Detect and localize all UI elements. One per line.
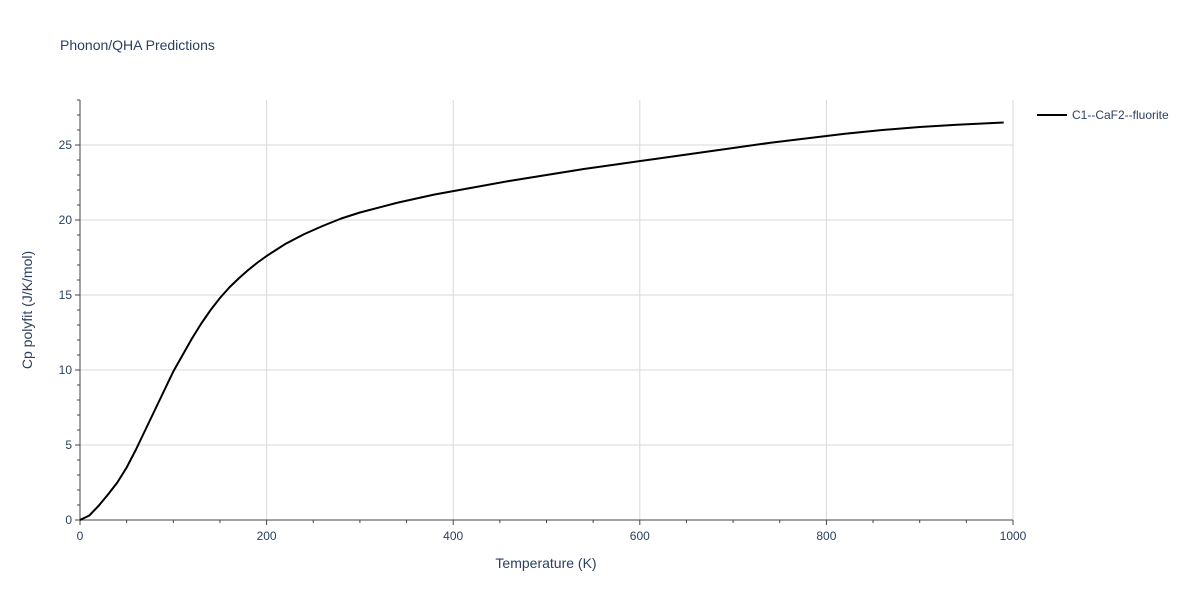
x-tick-label: 600 (630, 529, 650, 543)
chart-title: Phonon/QHA Predictions (60, 37, 215, 53)
y-tick-label: 15 (59, 288, 73, 302)
axes-layer (79, 100, 1013, 521)
y-tick-label: 25 (59, 138, 73, 152)
ticks-layer: 0 200 400 600 800 1000 0 5 10 15 20 25 (59, 99, 1027, 543)
x-tick-label: 800 (816, 529, 836, 543)
y-tick-label: 0 (65, 513, 72, 527)
legend-label: C1--CaF2--fluorite (1072, 108, 1169, 122)
y-tick-label: 5 (65, 438, 72, 452)
series-line (79, 121, 1004, 521)
series-layer (79, 121, 1004, 521)
legend-item[interactable]: C1--CaF2--fluorite (1037, 108, 1169, 122)
y-axis-title: Cp polyfit (J/K/mol) (19, 251, 35, 369)
x-tick-label: 1000 (1000, 529, 1027, 543)
grid-layer (80, 100, 1014, 520)
x-tick-label: 200 (257, 529, 277, 543)
y-tick-label: 20 (59, 213, 73, 227)
x-axis-title: Temperature (K) (495, 555, 596, 571)
x-tick-label: 0 (77, 529, 84, 543)
legend[interactable]: C1--CaF2--fluorite (1037, 108, 1169, 122)
y-tick-label: 10 (59, 363, 73, 377)
x-tick-label: 400 (443, 529, 463, 543)
